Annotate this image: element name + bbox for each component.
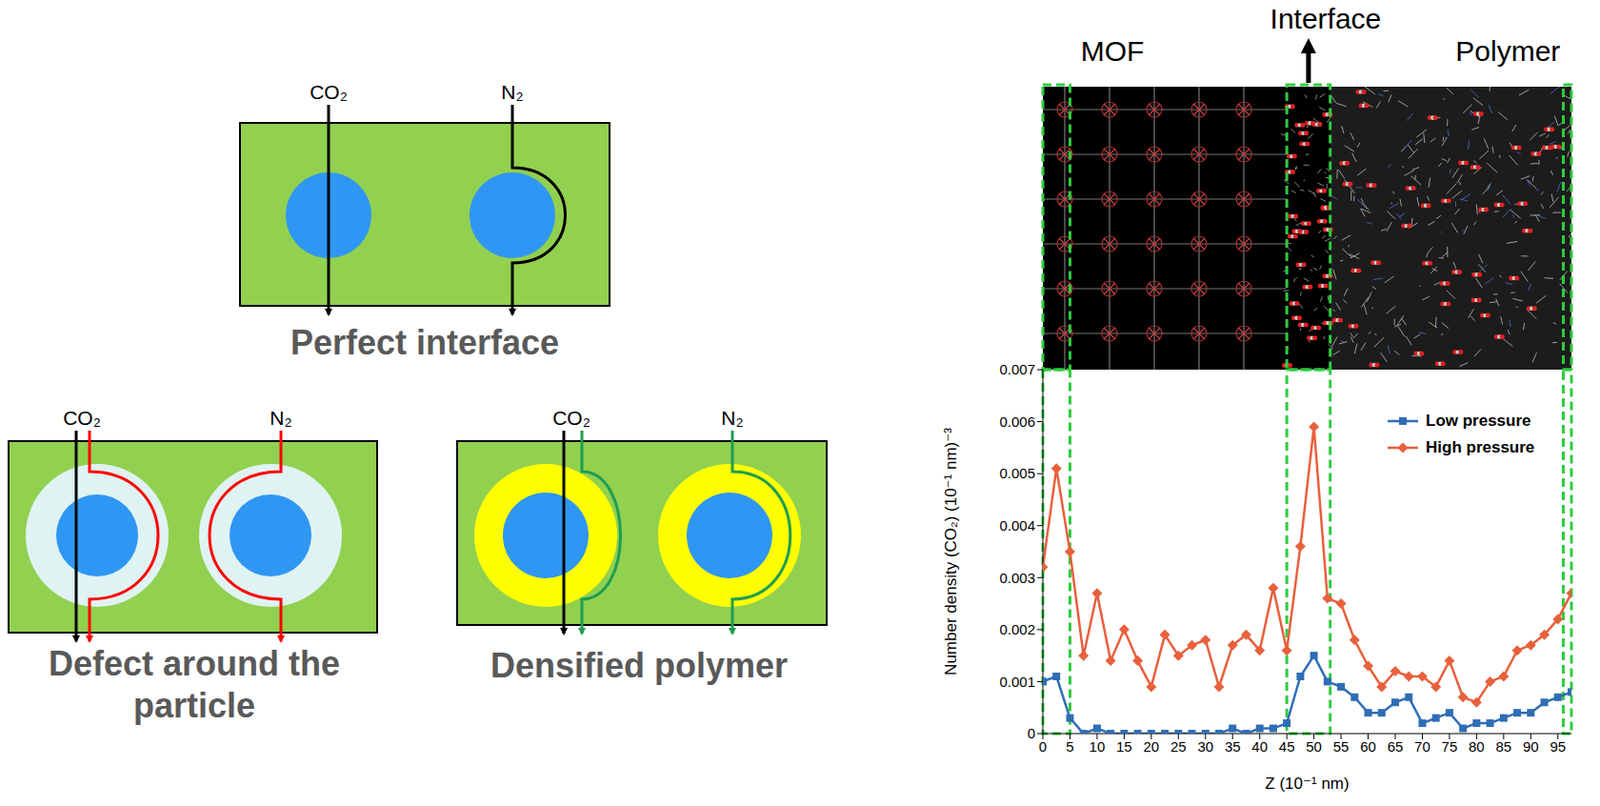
svg-text:0.005: 0.005 <box>999 464 1036 481</box>
svg-text:85: 85 <box>1496 738 1513 755</box>
svg-text:45: 45 <box>1279 738 1296 755</box>
html-text:High pressure: High pressure <box>1425 438 1535 457</box>
svg-text:50: 50 <box>1305 738 1322 755</box>
svg-text:75: 75 <box>1441 738 1459 755</box>
svg-text:25: 25 <box>1170 738 1187 755</box>
html-text:Densified polymer: Densified polymer <box>490 645 788 685</box>
svg-text:0.007: 0.007 <box>999 360 1036 378</box>
svg-text:35: 35 <box>1224 738 1241 755</box>
svg-text:N₂: N₂ <box>720 406 743 429</box>
html-text:Perfect interface: Perfect interface <box>290 322 560 362</box>
svg-text:Interface: Interface <box>1270 2 1382 35</box>
svg-text:CO₂: CO₂ <box>552 406 591 429</box>
svg-text:0.001: 0.001 <box>999 673 1036 690</box>
svg-text:70: 70 <box>1414 738 1431 755</box>
svg-text:Number density (CO₂) (10⁻¹ nm): Number density (CO₂) (10⁻¹ nm)⁻³ <box>942 427 960 676</box>
svg-text:95: 95 <box>1549 738 1566 755</box>
svg-text:0: 0 <box>1027 724 1036 741</box>
svg-text:N₂: N₂ <box>269 406 292 429</box>
svg-text:MOF: MOF <box>1080 35 1145 67</box>
svg-text:0.006: 0.006 <box>999 413 1036 430</box>
svg-text:Polymer: Polymer <box>1455 35 1560 67</box>
svg-text:90: 90 <box>1522 738 1540 755</box>
svg-text:N₂: N₂ <box>500 80 523 103</box>
svg-text:CO₂: CO₂ <box>309 80 348 103</box>
svg-text:Z (10⁻¹ nm): Z (10⁻¹ nm) <box>1264 774 1349 793</box>
svg-text:20: 20 <box>1143 738 1160 755</box>
svg-text:5: 5 <box>1065 738 1074 755</box>
svg-text:CO₂: CO₂ <box>62 406 101 429</box>
svg-text:10: 10 <box>1089 738 1106 755</box>
svg-text:0.003: 0.003 <box>999 569 1036 586</box>
svg-text:0.004: 0.004 <box>999 517 1036 534</box>
svg-text:30: 30 <box>1197 738 1214 755</box>
svg-text:65: 65 <box>1387 738 1404 755</box>
svg-text:40: 40 <box>1251 738 1268 755</box>
svg-text:55: 55 <box>1333 738 1350 755</box>
svg-text:15: 15 <box>1116 738 1133 755</box>
html-text:Defect around the particle: Defect around the particle <box>48 643 340 725</box>
svg-text:60: 60 <box>1360 738 1377 755</box>
svg-text:0: 0 <box>1039 738 1047 755</box>
svg-text:80: 80 <box>1468 738 1485 755</box>
html-text:Low pressure: Low pressure <box>1425 411 1531 430</box>
svg-text:0.002: 0.002 <box>999 620 1036 638</box>
